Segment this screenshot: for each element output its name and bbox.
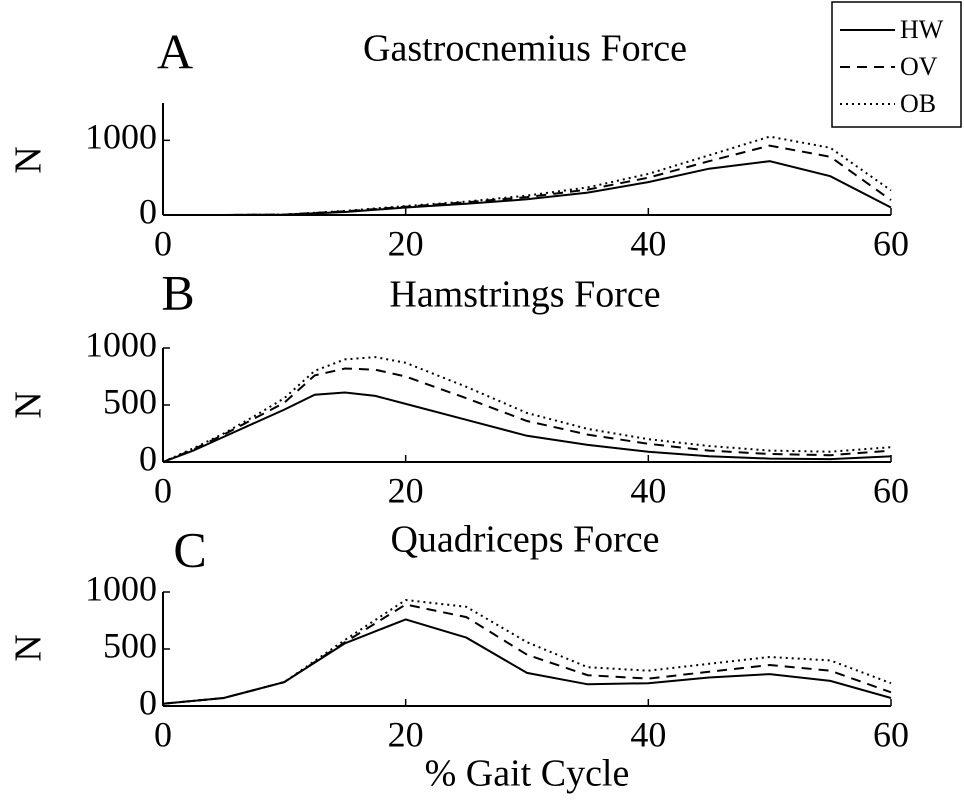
panel-title: Gastrocnemius Force xyxy=(363,28,687,70)
x-tick-label: 0 xyxy=(154,470,172,510)
data-line xyxy=(162,618,892,705)
x-tick-label: 40 xyxy=(630,470,666,510)
x-axis-label: % Gait Cycle xyxy=(425,753,630,795)
data-line xyxy=(162,603,892,705)
x-tick-label: 40 xyxy=(630,223,666,263)
panel-title: Hamstrings Force xyxy=(389,274,660,316)
data-line xyxy=(163,144,892,216)
panel-label: A xyxy=(157,23,193,79)
x-tick-label: 20 xyxy=(388,223,424,263)
legend-label: OB xyxy=(900,89,936,118)
x-tick-label: 20 xyxy=(388,470,424,510)
data-line xyxy=(162,598,892,705)
y-tick-label: 1000 xyxy=(85,568,157,608)
x-tick-label: 20 xyxy=(388,714,424,754)
x-tick-label: 60 xyxy=(873,223,909,263)
data-line xyxy=(163,160,892,216)
x-tick-label: 60 xyxy=(873,470,909,510)
legend-label: OV xyxy=(900,52,938,81)
data-line xyxy=(163,135,892,216)
y-tick-label: 0 xyxy=(139,682,157,722)
x-tick-label: 40 xyxy=(630,714,666,754)
panel-title: Quadriceps Force xyxy=(390,519,659,561)
y-axis-label: N xyxy=(8,634,50,661)
y-tick-label: 500 xyxy=(103,381,157,421)
data-line xyxy=(162,356,892,463)
y-tick-label: 500 xyxy=(103,625,157,665)
y-tick-label: 1000 xyxy=(85,324,157,364)
y-axis-label: N xyxy=(8,391,50,418)
y-tick-label: 0 xyxy=(139,191,157,231)
data-line xyxy=(162,391,892,463)
x-tick-label: 0 xyxy=(154,714,172,754)
panel-label: C xyxy=(173,521,206,577)
y-tick-label: 1000 xyxy=(85,117,157,157)
data-line xyxy=(162,367,892,463)
legend-box xyxy=(831,1,962,128)
panel-label: B xyxy=(161,264,194,320)
x-tick-label: 0 xyxy=(154,223,172,263)
x-tick-label: 60 xyxy=(873,714,909,754)
y-tick-label: 0 xyxy=(139,438,157,478)
y-axis-label: N xyxy=(8,146,50,173)
legend-label: HW xyxy=(900,15,944,44)
